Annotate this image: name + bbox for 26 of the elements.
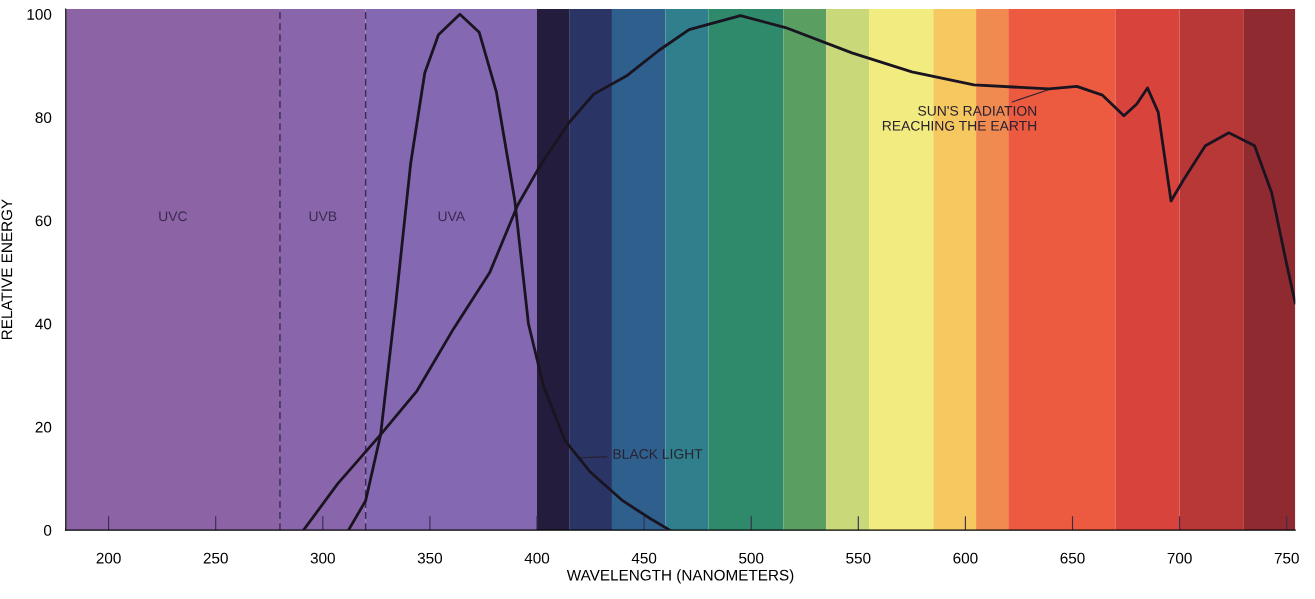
y-tick-label: 80	[35, 112, 52, 124]
x-tick-label: 250	[203, 552, 228, 564]
x-axis-title: WAVELENGTH (NANOMETERS)	[566, 569, 794, 584]
x-tick-label: 700	[1167, 552, 1192, 564]
y-tick-label: 40	[35, 318, 52, 330]
x-tick-label: 350	[417, 552, 443, 564]
x-tick-label: 550	[846, 552, 871, 564]
y-tick-label: 20	[35, 421, 52, 433]
line-series	[302, 14, 1296, 531]
x-tick-label: 500	[739, 552, 764, 564]
band-label: UVB	[309, 211, 337, 222]
band-label: UVC	[159, 211, 187, 222]
x-tick-label: 400	[524, 552, 550, 564]
annotation: SUN'S RADIATION REACHING THE EARTH	[882, 105, 1037, 131]
y-tick-label: 60	[35, 215, 52, 227]
x-tick-label: 300	[310, 552, 335, 564]
band-label: UVA	[438, 211, 466, 222]
x-tick-label: 600	[953, 552, 978, 564]
y-axis-title: RELATIVE ENERGY	[1, 199, 13, 340]
y-tick-label: 0	[43, 524, 52, 536]
x-tick-label: 750	[1274, 552, 1299, 564]
x-tick-label: 450	[631, 552, 657, 564]
x-tick-label: 200	[96, 552, 121, 564]
y-tick-label: 100	[27, 9, 52, 20]
annotation: BLACK LIGHT	[613, 448, 703, 459]
x-tick-label: 650	[1060, 552, 1085, 564]
